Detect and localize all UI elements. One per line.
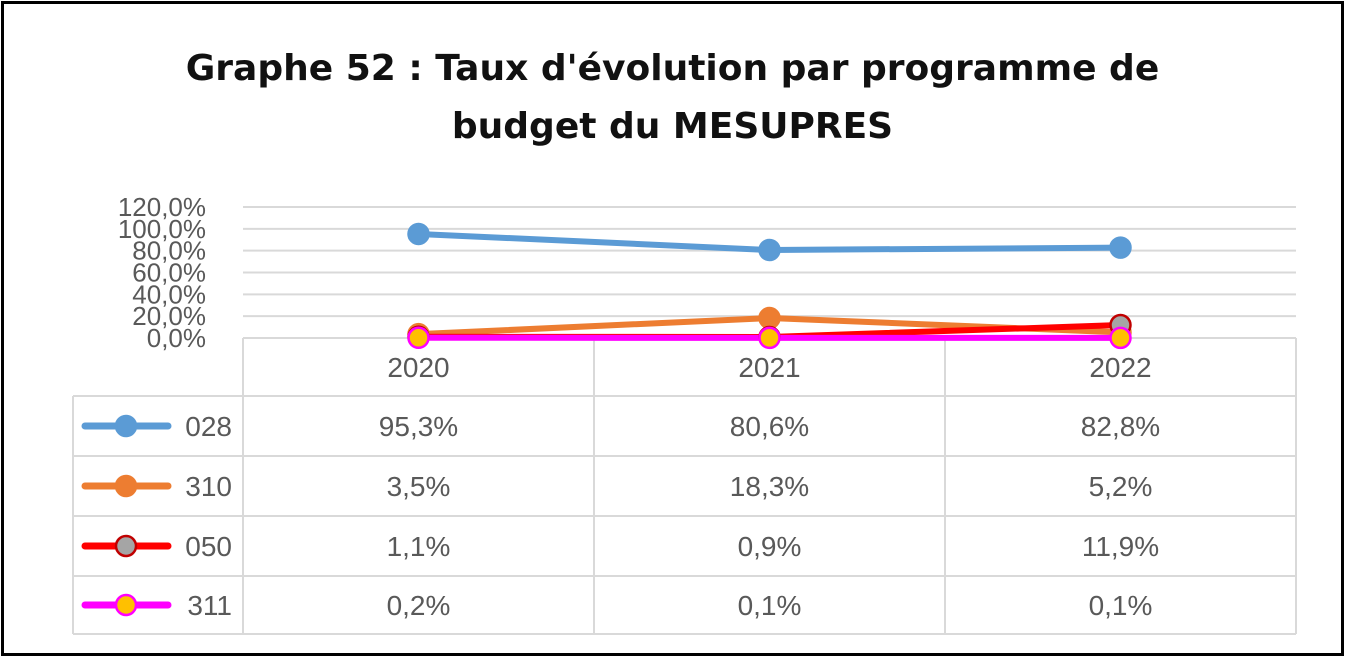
legend-series-name: 311 [187,590,232,621]
legend-key-marker [114,414,138,438]
y-tick-label: 120,0% [118,192,206,222]
y-tick-label: 100,0% [118,214,206,244]
data-table-value: 0,1% [1089,590,1153,621]
legend-series-name: 310 [185,471,232,502]
chart-title-line-2: budget du MESUPRES [451,106,894,147]
data-point-028 [1109,236,1132,259]
y-tick-label: 0,0% [147,323,206,353]
data-table-value: 80,6% [730,411,809,442]
chart-title: Graphe 52 : Taux d'évolution par program… [0,40,1345,156]
y-tick-label: 40,0% [132,279,206,309]
y-tick-label: 80,0% [132,236,206,266]
data-table-value: 0,1% [738,590,802,621]
x-category-label: 2021 [738,352,800,383]
data-point-311 [758,326,781,350]
data-table-value: 95,3% [379,411,458,442]
y-tick-label: 60,0% [132,258,206,288]
data-table-value: 0,2% [387,590,451,621]
data-point-310 [758,306,781,330]
data-table-value: 0,9% [738,531,802,562]
data-table-value: 3,5% [387,471,451,502]
data-table-value: 82,8% [1081,411,1160,442]
data-table-value: 1,1% [387,531,451,562]
legend-key-marker [114,534,138,558]
legend-key-marker [114,593,138,617]
chart-title-line-1: Graphe 52 : Taux d'évolution par program… [185,48,1160,89]
legend-series-name: 050 [185,531,232,562]
legend-series-name: 028 [185,411,232,442]
data-table-value: 18,3% [730,471,809,502]
data-point-311 [407,326,430,350]
data-table-value: 11,9% [1082,531,1159,562]
data-point-311 [1109,326,1132,350]
x-category-label: 2022 [1089,352,1151,383]
y-tick-label: 20,0% [132,301,206,331]
legend-key-marker [114,474,138,498]
x-category-label: 2020 [387,352,449,383]
data-point-028 [758,238,781,262]
data-point-028 [407,222,430,246]
data-table-value: 5,2% [1089,471,1153,502]
